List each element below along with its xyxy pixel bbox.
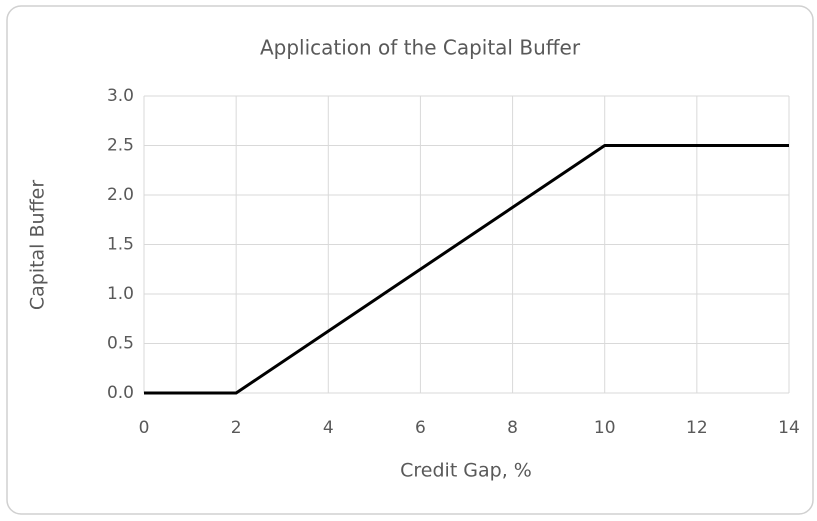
chart-title: Application of the Capital Buffer (260, 36, 581, 60)
x-tick-label: 12 (686, 418, 708, 438)
x-tick-label: 4 (323, 418, 334, 438)
x-tick-label: 14 (778, 418, 800, 438)
chart-frame (6, 5, 814, 515)
x-tick-label: 8 (507, 418, 518, 438)
x-axis-label: Credit Gap, % (400, 460, 532, 482)
x-tick-label: 10 (594, 418, 616, 438)
y-tick-label: 0.0 (107, 383, 134, 403)
x-tick-label: 0 (139, 418, 150, 438)
y-tick-label: 2.0 (107, 185, 134, 205)
y-tick-label: 1.0 (107, 284, 134, 304)
y-tick-label: 2.5 (107, 136, 134, 156)
y-axis-label: Capital Buffer (27, 180, 49, 311)
y-tick-label: 3.0 (107, 86, 134, 106)
x-tick-label: 2 (231, 418, 242, 438)
x-tick-label: 6 (415, 418, 426, 438)
y-tick-label: 1.5 (107, 235, 134, 255)
y-tick-label: 0.5 (107, 334, 134, 354)
data-line (144, 144, 789, 395)
